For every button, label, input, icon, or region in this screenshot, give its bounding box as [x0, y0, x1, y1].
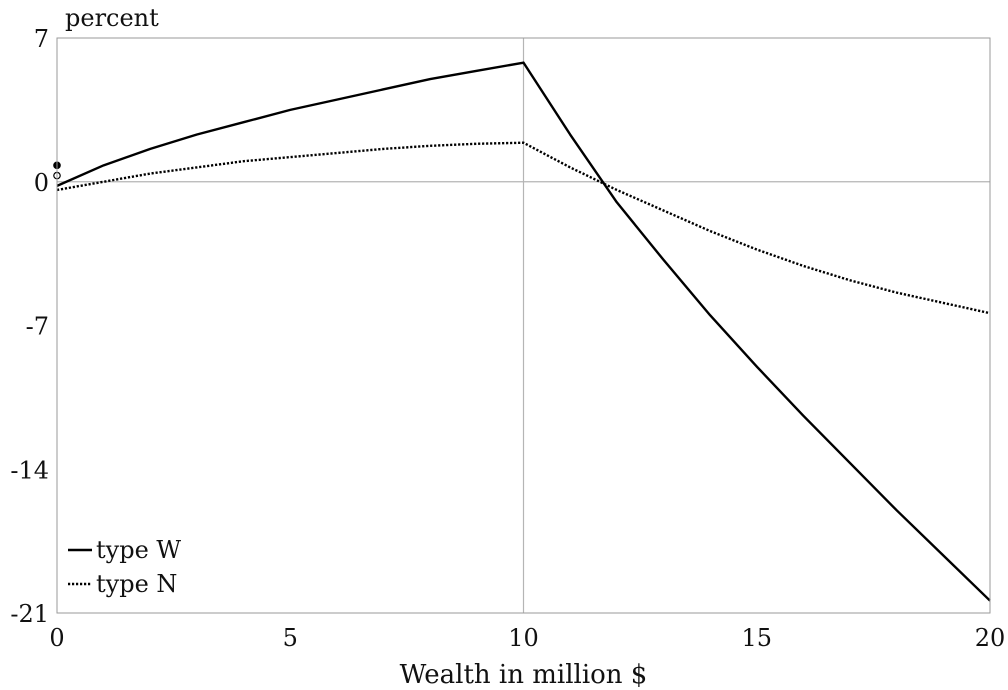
y-tick-label: -21 [10, 600, 49, 628]
x-tick-label: 15 [741, 624, 772, 652]
x-tick-label: 20 [975, 624, 1006, 652]
legend: type W type N [68, 536, 181, 598]
x-tick-label: 5 [283, 624, 298, 652]
y-tick-label: 0 [34, 169, 49, 197]
legend-label-2: type N [96, 570, 177, 598]
series-line-2 [56, 141, 991, 315]
y-tick-label: -14 [10, 456, 49, 484]
x-tick-label: 0 [49, 624, 64, 652]
legend-label-1: type W [96, 536, 181, 564]
reference-lines [57, 38, 990, 613]
y-tick-label: -7 [26, 313, 49, 341]
series-layer [56, 61, 991, 602]
y-axis-ticks: 7 0 -7 -14 -21 [10, 25, 49, 628]
series-line-1 [56, 61, 991, 602]
plot-frame [56, 37, 991, 614]
x-tick-label: 10 [508, 624, 539, 652]
x-axis-ticks: 0 5 10 15 20 [49, 624, 1005, 652]
y-tick-label: 7 [34, 25, 49, 53]
x-axis-label: Wealth in million $ [400, 660, 648, 690]
y-axis-unit-label: percent [65, 4, 159, 32]
